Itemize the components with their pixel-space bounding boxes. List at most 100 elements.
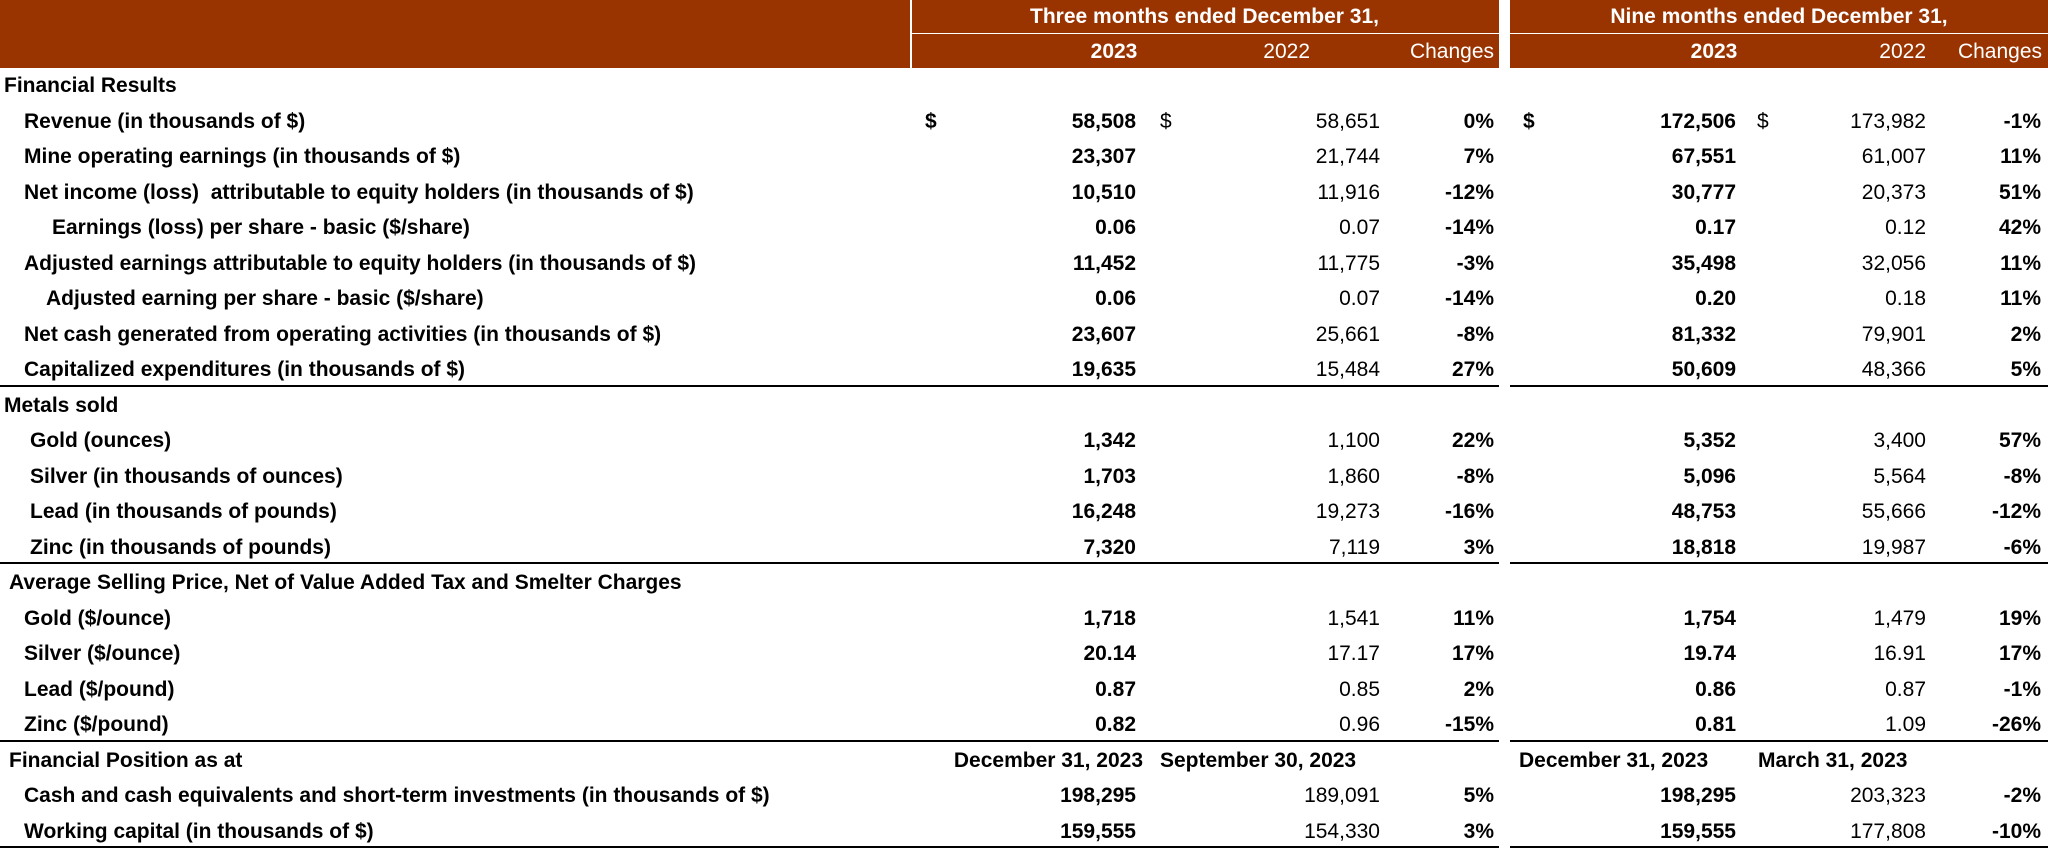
section-rule [1510,739,2048,742]
row-label: Earnings (loss) per share - basic ($/sha… [52,216,470,239]
cell: -12% [1444,180,1494,204]
cell: 11% [1453,606,1494,630]
cell: 61,007 [1861,145,1926,168]
cell: -1% [2003,677,2041,701]
section-rule [1510,562,2048,564]
section-rule [1510,846,2048,848]
currency: $ [925,109,937,133]
cell: 10,510 [1071,180,1136,204]
section-rule [1510,384,2048,387]
cell: 1,718 [1083,606,1136,630]
row-label: Adjusted earnings attributable to equity… [24,251,697,275]
cell: 177,808 [1850,819,1926,843]
cell: 23,607 [1071,322,1136,346]
date-header: September 30, 2023 [1160,748,1357,772]
cell: 48,753 [1671,500,1736,523]
cell: 11% [2000,145,2041,168]
section-rule [0,846,1499,848]
cell: -1% [2003,109,2041,133]
row-label: Net cash generated from operating activi… [24,322,662,346]
header-divider [1510,33,2048,34]
date-header: March 31, 2023 [1758,748,1908,772]
cell: 11,775 [1317,251,1380,275]
cell: 58,508 [1071,109,1136,133]
cell: 1,100 [1327,429,1380,452]
section-rule [0,739,1499,742]
cell: 0.07 [1339,216,1380,239]
cell: 11,916 [1317,180,1380,204]
row-label: Gold (ounces) [30,429,172,452]
cell: -2% [2003,784,2041,807]
cell: 0.87 [1095,677,1136,701]
section-title: Financial Position as at [9,748,243,772]
cell: -14% [1444,216,1494,239]
cell: 2% [2010,322,2041,346]
column-header: 2022 [1263,40,1310,63]
cell: 23,307 [1071,145,1136,168]
currency: $ [1523,109,1535,133]
cell: 7,320 [1083,535,1136,559]
cell: 19% [1998,606,2041,630]
cell: 17.17 [1327,642,1380,665]
row-label: Zinc ($/pound) [24,713,169,736]
cell: 20.14 [1083,642,1136,665]
date-header: December 31, 2023 [1519,748,1709,772]
cell: 25,661 [1315,322,1380,346]
cell: 48,366 [1861,358,1926,381]
group-header: Three months ended December 31, [1030,5,1379,28]
cell: 20,373 [1861,180,1926,204]
cell: -15% [1444,713,1494,736]
cell: 198,295 [1060,784,1136,807]
cell: 0.06 [1095,216,1136,239]
cell: 1,541 [1327,606,1380,630]
section-title: Average Selling Price, Net of Value Adde… [9,571,682,594]
row-label: Net income (loss) attributable to equity… [24,180,694,204]
section-title: Metals sold [4,393,119,417]
section-rule [0,562,1499,564]
cell: 159,555 [1060,819,1136,843]
cell: 5,096 [1683,464,1736,488]
cell: 67,551 [1671,145,1736,168]
cell: 203,323 [1850,784,1926,807]
row-label: Lead ($/pound) [24,677,175,701]
cell: 2% [1463,677,1494,701]
cell: 16.91 [1873,642,1926,665]
cell: 154,330 [1304,819,1380,843]
cell: 79,901 [1861,322,1926,346]
row-label: Revenue (in thousands of $) [24,109,306,133]
cell: 0.96 [1339,713,1380,736]
cell: 3,400 [1873,429,1926,452]
cell: -8% [1456,464,1494,488]
cell: 0% [1463,109,1494,133]
cell: 22% [1451,429,1494,452]
cell: 1,479 [1873,606,1926,630]
cell: 11% [2000,287,2041,310]
cell: 1.09 [1885,713,1926,736]
cell: 1,754 [1683,606,1736,630]
cell: 0.81 [1695,713,1736,736]
row-label: Zinc (in thousands of pounds) [30,535,331,559]
row-label: Capitalized expenditures (in thousands o… [24,358,466,381]
cell: 7% [1463,145,1494,168]
cell: 17% [1998,642,2041,665]
cell: -10% [1991,819,2041,843]
cell: 30,777 [1671,180,1736,204]
column-header: 2022 [1879,40,1926,63]
cell: 35,498 [1671,251,1736,275]
cell: 11,452 [1072,251,1136,275]
row-label: Mine operating earnings (in thousands of… [24,145,461,168]
row-label: Silver (in thousands of ounces) [30,464,343,488]
cell: 0.20 [1695,287,1736,310]
cell: 16,248 [1071,500,1136,523]
cell: 173,982 [1850,109,1926,133]
cell: 50,609 [1671,358,1736,381]
cell: 3% [1463,535,1494,559]
cell: 21,744 [1315,145,1380,168]
section-title: Financial Results [4,74,177,97]
section-rule [0,384,1499,387]
header-divider [910,33,1499,34]
cell: -3% [1456,251,1494,275]
cell: 57% [1998,429,2041,452]
header-band [0,0,1499,68]
